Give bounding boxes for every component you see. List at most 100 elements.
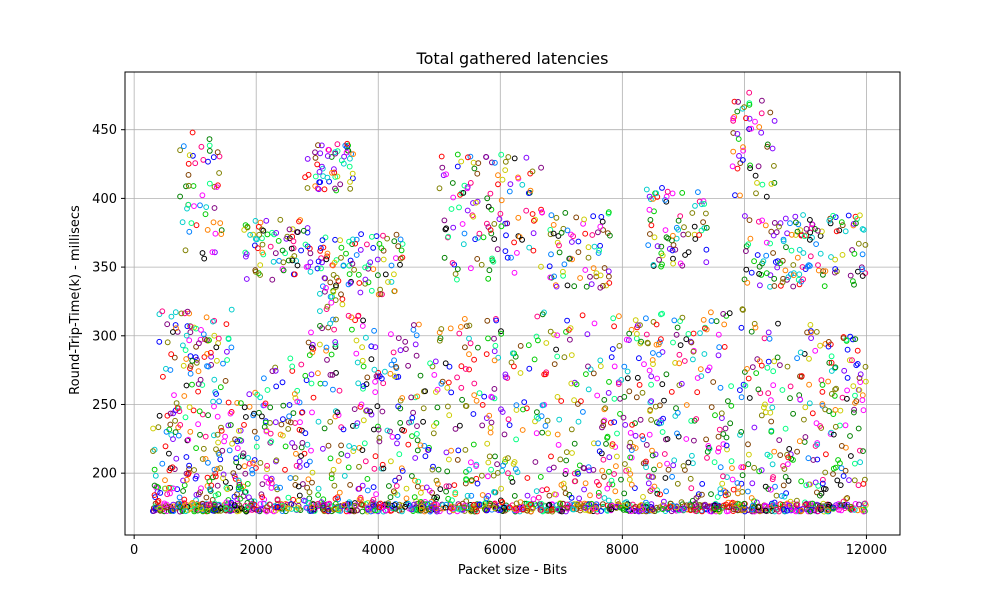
data-point [551, 331, 557, 338]
data-point [346, 163, 353, 170]
data-point [673, 235, 680, 242]
data-point [454, 163, 461, 170]
data-point [438, 153, 445, 160]
data-point [571, 397, 577, 404]
data-point [598, 508, 604, 514]
data-point [805, 262, 812, 269]
data-point [268, 485, 275, 491]
data-point [526, 365, 533, 372]
data-point [823, 451, 829, 458]
data-point [678, 499, 685, 506]
data-point [259, 481, 266, 488]
data-point [797, 227, 804, 234]
x-tick-label: 10000 [724, 543, 765, 558]
data-point [157, 490, 164, 496]
data-point [643, 331, 650, 338]
data-point [771, 358, 778, 365]
data-point [659, 506, 666, 513]
data-point [717, 490, 724, 497]
data-point [628, 481, 635, 488]
data-point [417, 507, 424, 514]
data-point [650, 262, 657, 268]
data-point [860, 226, 867, 233]
data-point [335, 278, 342, 284]
data-point [465, 154, 471, 161]
data-point [494, 470, 501, 476]
data-point [277, 216, 284, 223]
data-point [346, 500, 353, 507]
data-point [184, 437, 191, 444]
data-point [279, 266, 286, 272]
data-point [298, 361, 305, 368]
data-point [745, 441, 751, 448]
data-point [340, 262, 347, 269]
data-point [498, 330, 505, 337]
data-point [211, 506, 217, 513]
data-point [151, 482, 158, 489]
data-point [375, 272, 381, 279]
data-point [351, 508, 358, 515]
data-point [713, 318, 720, 325]
data-point [673, 504, 680, 511]
data-point [807, 481, 813, 488]
data-point [505, 416, 512, 423]
data-point [649, 357, 656, 363]
data-point [747, 165, 753, 172]
data-point [621, 363, 628, 370]
data-point [776, 508, 782, 515]
data-point [301, 450, 308, 457]
data-point [307, 268, 314, 275]
data-point [738, 324, 745, 331]
data-point [739, 306, 746, 313]
data-point [259, 226, 265, 233]
data-point [692, 236, 699, 242]
data-point [399, 395, 406, 401]
data-point [706, 445, 713, 452]
data-point [703, 246, 710, 253]
data-point [638, 338, 644, 345]
data-point [491, 386, 498, 392]
data-point [290, 410, 297, 417]
data-point [272, 419, 279, 426]
data-point [813, 329, 820, 335]
data-point [822, 406, 829, 413]
data-point [554, 506, 561, 513]
data-point [199, 456, 206, 462]
data-point [176, 408, 183, 415]
data-point [837, 407, 844, 414]
data-point [186, 152, 193, 159]
data-point [347, 155, 353, 162]
data-point [160, 373, 166, 380]
data-point [346, 443, 353, 449]
data-point [680, 231, 687, 238]
data-point [417, 372, 424, 379]
data-point [447, 325, 454, 332]
data-point [277, 431, 284, 438]
data-point [220, 475, 226, 482]
data-point [320, 244, 327, 251]
data-point [354, 420, 361, 427]
data-point [792, 232, 799, 238]
data-point [446, 508, 453, 515]
data-point [308, 371, 315, 378]
data-point [405, 362, 412, 369]
data-point [305, 476, 312, 483]
data-point [508, 475, 515, 481]
data-point [213, 184, 220, 191]
data-point [295, 497, 302, 504]
data-point [847, 272, 854, 279]
data-point [794, 355, 800, 362]
data-point [628, 508, 635, 515]
data-point [747, 235, 754, 242]
data-point [848, 453, 854, 459]
data-point [308, 508, 315, 514]
data-point [382, 368, 388, 375]
data-point [159, 460, 166, 467]
data-point [350, 236, 356, 243]
data-point [444, 384, 451, 391]
data-point [687, 338, 694, 345]
data-point [558, 229, 565, 236]
data-point [309, 479, 315, 486]
data-point [371, 327, 378, 334]
data-point [837, 482, 844, 489]
